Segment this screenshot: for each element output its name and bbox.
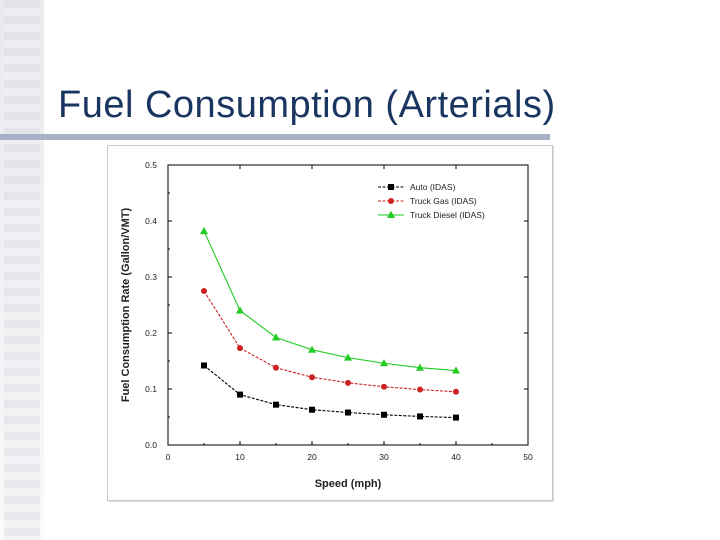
data-point (200, 226, 208, 235)
series-2 (200, 226, 460, 374)
x-tick-label: 30 (379, 452, 389, 462)
data-point (345, 409, 351, 416)
data-point (309, 374, 315, 381)
y-tick-label: 0.4 (145, 216, 157, 226)
y-tick-label: 0.5 (145, 160, 157, 170)
data-point (272, 333, 280, 341)
marks-layer (200, 226, 460, 421)
data-point (345, 379, 351, 386)
x-tick-label: 10 (235, 452, 245, 462)
x-tick-label: 20 (307, 452, 317, 462)
data-point (237, 391, 243, 398)
data-point (309, 406, 315, 413)
legend: Auto (IDAS) Truck Gas (IDAS) Truck Diesel … (378, 182, 485, 220)
legend-label: Truck Diesel (IDAS) (410, 210, 485, 220)
series-line (203, 365, 457, 419)
series-0 (201, 362, 459, 421)
x-axis-title: Speed (mph) (315, 478, 382, 490)
fuel-consumption-chart: 0 10 20 30 40 50 0.0 0.1 0.2 0.3 0.4 0.5 Auto (IDAS… (120, 160, 533, 490)
data-point (236, 306, 244, 314)
y-tick-label: 0.3 (145, 272, 157, 282)
slide-side-stripes (4, 0, 40, 540)
data-point (417, 413, 423, 420)
data-point (417, 386, 423, 393)
axes-layer: 0 10 20 30 40 50 0.0 0.1 0.2 0.3 0.4 0.5 (145, 160, 533, 462)
data-point (344, 353, 352, 361)
data-point (380, 359, 388, 367)
chart-frame (107, 145, 553, 501)
data-point (273, 401, 279, 408)
legend-marker (388, 184, 394, 190)
x-tick-label: 0 (166, 452, 171, 462)
data-point (453, 388, 459, 395)
y-tick-label: 0.2 (145, 328, 157, 338)
series-1 (201, 288, 459, 395)
data-point (416, 363, 424, 371)
y-axis-title: Fuel Consumption Rate (Gallon/VMT) (120, 208, 132, 403)
x-tick-label: 40 (451, 452, 461, 462)
series-line (203, 290, 457, 393)
series-line (203, 230, 457, 372)
legend-label: Auto (IDAS) (410, 182, 456, 192)
data-point (273, 364, 279, 371)
plot-area-border (167, 164, 529, 446)
legend-marker (387, 210, 395, 218)
data-point (381, 383, 387, 390)
data-point (201, 288, 207, 294)
y-tick-label: 0.1 (145, 384, 157, 394)
data-point (453, 414, 459, 421)
data-point (308, 345, 316, 353)
data-point (452, 366, 460, 374)
legend-marker (388, 198, 394, 204)
slide-title: Fuel Consumption (Arterials) (58, 84, 556, 126)
y-tick-label: 0.0 (145, 440, 157, 450)
title-underline (0, 134, 550, 140)
legend-label: Truck Gas (IDAS) (410, 196, 477, 206)
x-tick-label: 50 (523, 452, 533, 462)
data-point (201, 362, 207, 369)
data-point (237, 345, 243, 352)
data-point (381, 411, 387, 418)
